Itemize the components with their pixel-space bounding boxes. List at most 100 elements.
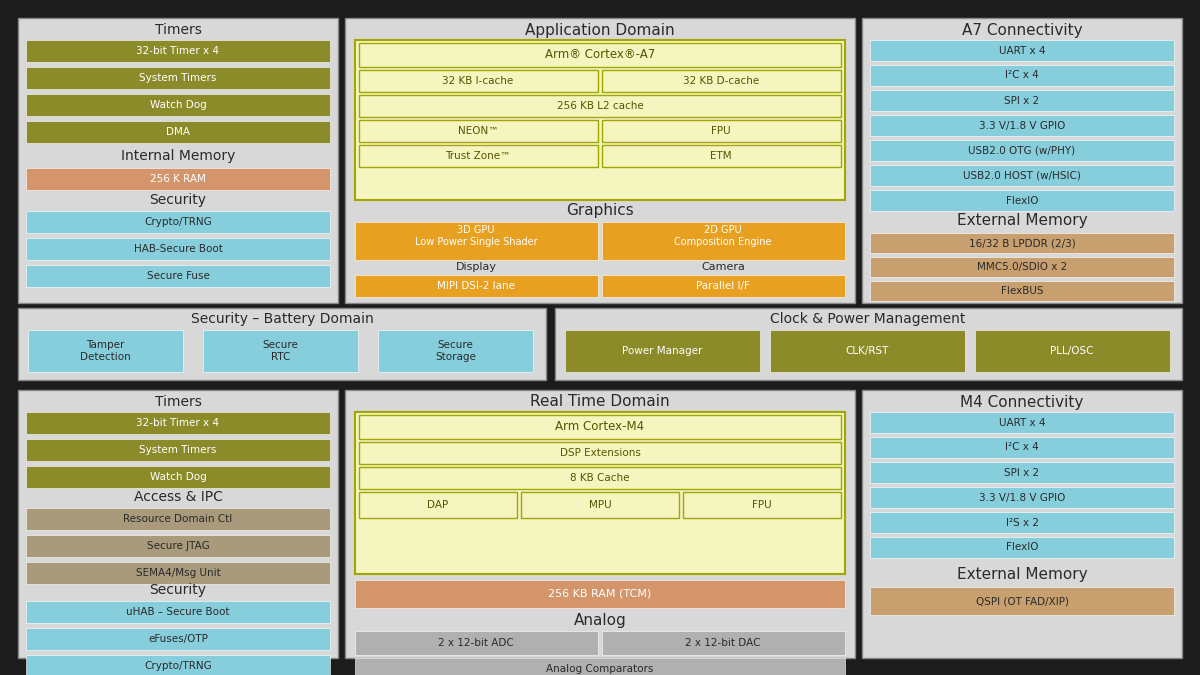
Text: A7 Connectivity: A7 Connectivity: [961, 22, 1082, 38]
Bar: [355, 40, 845, 200]
Bar: [18, 18, 338, 303]
Bar: [359, 415, 841, 439]
Text: UART x 4: UART x 4: [998, 45, 1045, 55]
Bar: [359, 467, 841, 489]
Bar: [359, 120, 598, 142]
Text: Watch Dog: Watch Dog: [150, 472, 206, 482]
Text: Trust Zone™: Trust Zone™: [445, 151, 511, 161]
Text: Secure Fuse: Secure Fuse: [146, 271, 210, 281]
Text: FPU: FPU: [752, 500, 772, 510]
Text: Secure
Storage: Secure Storage: [436, 340, 476, 362]
Text: Power Manager: Power Manager: [622, 346, 702, 356]
Bar: [26, 238, 330, 260]
Text: CLK/RST: CLK/RST: [845, 346, 889, 356]
Text: DAP: DAP: [427, 500, 449, 510]
Text: FlexIO: FlexIO: [1006, 196, 1038, 205]
Bar: [26, 121, 330, 143]
Bar: [862, 390, 1182, 658]
Bar: [683, 492, 841, 518]
Bar: [355, 222, 598, 260]
Bar: [870, 487, 1174, 508]
Bar: [26, 562, 330, 584]
Text: Security: Security: [150, 583, 206, 597]
Text: Security – Battery Domain: Security – Battery Domain: [191, 312, 373, 326]
Bar: [26, 265, 330, 287]
Bar: [359, 492, 517, 518]
Text: Graphics: Graphics: [566, 203, 634, 219]
Bar: [602, 120, 841, 142]
Text: SEMA4/Msg Unit: SEMA4/Msg Unit: [136, 568, 221, 578]
Text: eFuses/OTP: eFuses/OTP: [148, 634, 208, 644]
Text: Analog Comparators: Analog Comparators: [546, 664, 654, 674]
Bar: [565, 330, 760, 372]
Text: DMA: DMA: [166, 127, 190, 137]
Bar: [18, 390, 338, 658]
Bar: [203, 330, 358, 372]
Bar: [870, 412, 1174, 433]
Text: 3.3 V/1.8 V GPIO: 3.3 V/1.8 V GPIO: [979, 493, 1066, 502]
Text: PLL/OSC: PLL/OSC: [1050, 346, 1093, 356]
Text: Timers: Timers: [155, 395, 202, 409]
Bar: [26, 94, 330, 116]
Bar: [378, 330, 533, 372]
Bar: [355, 412, 845, 574]
Bar: [26, 535, 330, 557]
Bar: [862, 18, 1182, 303]
Bar: [355, 658, 845, 675]
Bar: [870, 537, 1174, 558]
Text: Security: Security: [150, 193, 206, 207]
Text: MIPI DSI-2 lane: MIPI DSI-2 lane: [437, 281, 515, 291]
Bar: [359, 442, 841, 464]
Bar: [521, 492, 679, 518]
Text: UART x 4: UART x 4: [998, 418, 1045, 427]
Text: 32 KB D-cache: 32 KB D-cache: [683, 76, 760, 86]
Bar: [359, 145, 598, 167]
Text: Internal Memory: Internal Memory: [121, 149, 235, 163]
Text: Secure
RTC: Secure RTC: [263, 340, 299, 362]
Text: MMC5.0/SDIO x 2: MMC5.0/SDIO x 2: [977, 262, 1067, 272]
Text: Analog: Analog: [574, 612, 626, 628]
Text: SPI x 2: SPI x 2: [1004, 95, 1039, 105]
Text: 32-bit Timer x 4: 32-bit Timer x 4: [137, 46, 220, 56]
Text: uHAB – Secure Boot: uHAB – Secure Boot: [126, 607, 229, 617]
Bar: [870, 281, 1174, 301]
Text: SPI x 2: SPI x 2: [1004, 468, 1039, 477]
Bar: [602, 70, 841, 92]
Bar: [26, 466, 330, 488]
Text: 16/32 B LPDDR (2/3): 16/32 B LPDDR (2/3): [968, 238, 1075, 248]
Text: ETM: ETM: [710, 151, 732, 161]
Text: 2D GPU
Composition Engine: 2D GPU Composition Engine: [674, 225, 772, 247]
Bar: [359, 43, 841, 67]
Bar: [602, 631, 845, 655]
Text: Tamper
Detection: Tamper Detection: [80, 340, 131, 362]
Text: I²C x 4: I²C x 4: [1006, 70, 1039, 80]
Text: Crypto/TRNG: Crypto/TRNG: [144, 661, 212, 671]
Text: FlexIO: FlexIO: [1006, 543, 1038, 553]
Text: 2 x 12-bit DAC: 2 x 12-bit DAC: [685, 638, 761, 648]
Bar: [870, 257, 1174, 277]
Bar: [870, 512, 1174, 533]
Text: M4 Connectivity: M4 Connectivity: [960, 394, 1084, 410]
Bar: [870, 165, 1174, 186]
Text: 256 K RAM: 256 K RAM: [150, 174, 206, 184]
Bar: [602, 222, 845, 260]
Bar: [870, 40, 1174, 61]
Text: MPU: MPU: [589, 500, 611, 510]
Bar: [870, 65, 1174, 86]
Text: Application Domain: Application Domain: [526, 22, 674, 38]
Bar: [602, 275, 845, 297]
Bar: [974, 330, 1170, 372]
Text: 3.3 V/1.8 V GPIO: 3.3 V/1.8 V GPIO: [979, 121, 1066, 130]
Text: Resource Domain Ctl: Resource Domain Ctl: [124, 514, 233, 524]
Text: Real Time Domain: Real Time Domain: [530, 394, 670, 410]
Bar: [870, 437, 1174, 458]
Text: System Timers: System Timers: [139, 445, 217, 455]
Bar: [770, 330, 965, 372]
Bar: [870, 233, 1174, 253]
Text: USB2.0 OTG (w/PHY): USB2.0 OTG (w/PHY): [968, 146, 1075, 155]
Text: HAB-Secure Boot: HAB-Secure Boot: [133, 244, 222, 254]
Bar: [870, 462, 1174, 483]
Bar: [870, 190, 1174, 211]
Bar: [602, 145, 841, 167]
Text: Secure JTAG: Secure JTAG: [146, 541, 209, 551]
